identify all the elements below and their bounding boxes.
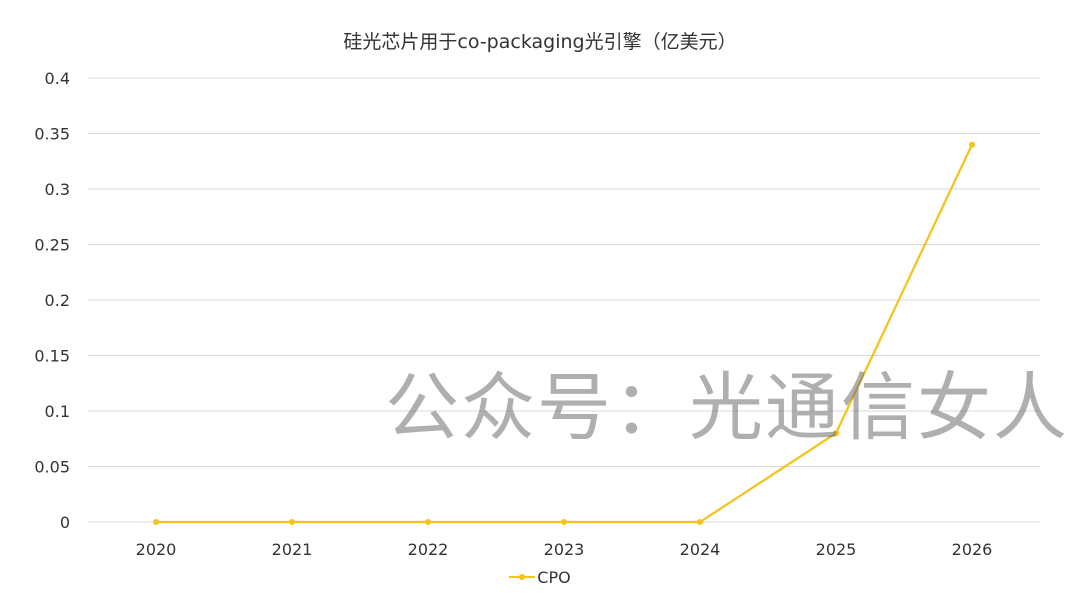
data-point xyxy=(153,519,159,525)
data-point xyxy=(833,430,839,437)
y-tick-label: 0.15 xyxy=(34,347,70,366)
x-tick-label: 2025 xyxy=(816,540,857,559)
data-point xyxy=(561,519,567,525)
legend-swatch-icon xyxy=(509,574,536,580)
series-lines xyxy=(156,144,973,524)
x-tick-label: 2024 xyxy=(680,540,721,559)
y-tick-label: 0.3 xyxy=(45,180,70,199)
data-point xyxy=(697,519,703,525)
chart-title: 硅光芯片用于co-packaging光引擎（亿美元） xyxy=(343,31,737,53)
x-tick-label: 2020 xyxy=(136,540,177,559)
x-axis-ticks: 2020 2021 2022 2023 2024 2025 2026 xyxy=(136,540,993,559)
y-tick-label: 0 xyxy=(60,513,70,532)
data-point xyxy=(289,519,295,525)
data-point xyxy=(969,141,975,148)
data-point xyxy=(425,519,431,525)
x-tick-label: 2022 xyxy=(408,540,449,559)
watermark-text: 公众号：光通信女人 xyxy=(385,365,1069,451)
y-tick-label: 0.2 xyxy=(45,291,70,310)
y-tick-label: 0.25 xyxy=(34,236,70,255)
x-tick-label: 2021 xyxy=(272,540,313,559)
y-tick-label: 0.4 xyxy=(45,69,70,88)
y-tick-label: 0.35 xyxy=(34,125,70,144)
gridlines xyxy=(88,77,1040,523)
x-tick-label: 2026 xyxy=(952,540,993,559)
y-tick-label: 0.1 xyxy=(45,402,70,421)
x-tick-label: 2023 xyxy=(544,540,585,559)
y-axis-ticks: 0 0.05 0.1 0.15 0.2 0.25 0.3 0.35 0.4 xyxy=(34,69,70,532)
y-tick-label: 0.05 xyxy=(34,458,70,477)
series-points xyxy=(153,141,975,525)
legend: CPO xyxy=(0,568,1080,587)
series-line-cpo xyxy=(156,144,973,524)
legend-label-cpo: CPO xyxy=(537,568,571,587)
